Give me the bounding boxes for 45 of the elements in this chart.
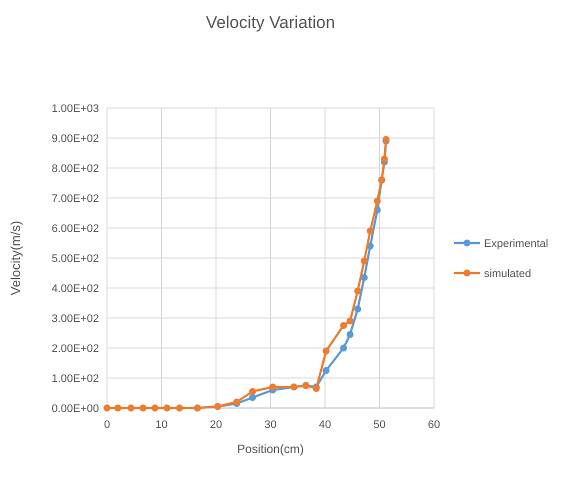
point <box>354 306 362 312</box>
point <box>269 384 276 390</box>
point <box>374 198 381 204</box>
x-tick-label: 60 <box>428 419 440 431</box>
point <box>114 404 122 412</box>
point <box>340 322 348 329</box>
x-tick-label: 0 <box>104 419 110 431</box>
point <box>380 156 388 162</box>
point <box>163 404 170 412</box>
x-tick-label: 10 <box>155 419 168 431</box>
point <box>354 288 362 294</box>
x-tick-label: 40 <box>318 419 332 431</box>
y-tick-label: 8.00E+02 <box>52 162 99 175</box>
point <box>346 318 354 324</box>
y-tick-label: 1.00E+03 <box>52 102 99 115</box>
point <box>104 404 110 412</box>
point <box>360 258 368 264</box>
chart-title: Velocity Variation <box>206 13 336 32</box>
point <box>151 404 158 412</box>
legend-label: Experimental <box>484 238 548 250</box>
point <box>346 331 354 338</box>
x-tick-label: 20 <box>210 419 222 431</box>
y-tick-label: 6.00E+02 <box>52 222 99 235</box>
x-axis-title: Position(cm) <box>237 442 304 456</box>
point <box>249 394 256 401</box>
point <box>322 367 330 374</box>
point <box>340 344 348 352</box>
y-tick-label: 0.00E+00 <box>52 402 99 415</box>
x-tick-label: 30 <box>264 419 277 431</box>
point <box>127 404 134 412</box>
y-tick-label: 7.00E+02 <box>52 192 99 205</box>
point <box>366 228 374 234</box>
legend-label: simulated <box>484 268 532 280</box>
y-tick-label: 4.00E+02 <box>52 282 99 295</box>
x-tick-label: 50 <box>373 419 386 431</box>
point <box>176 404 183 412</box>
y-tick-label: 1.00E+02 <box>52 372 99 385</box>
y-tick-label: 5.00E+02 <box>52 252 99 265</box>
y-tick-label: 3.00E+02 <box>52 312 99 325</box>
point <box>322 348 330 354</box>
point <box>249 388 256 395</box>
y-tick-label: 2.00E+02 <box>52 342 99 355</box>
y-tick-label: 9.00E+02 <box>52 132 99 145</box>
point <box>139 404 146 412</box>
y-axis-title: Velocity(m/s) <box>8 220 23 296</box>
